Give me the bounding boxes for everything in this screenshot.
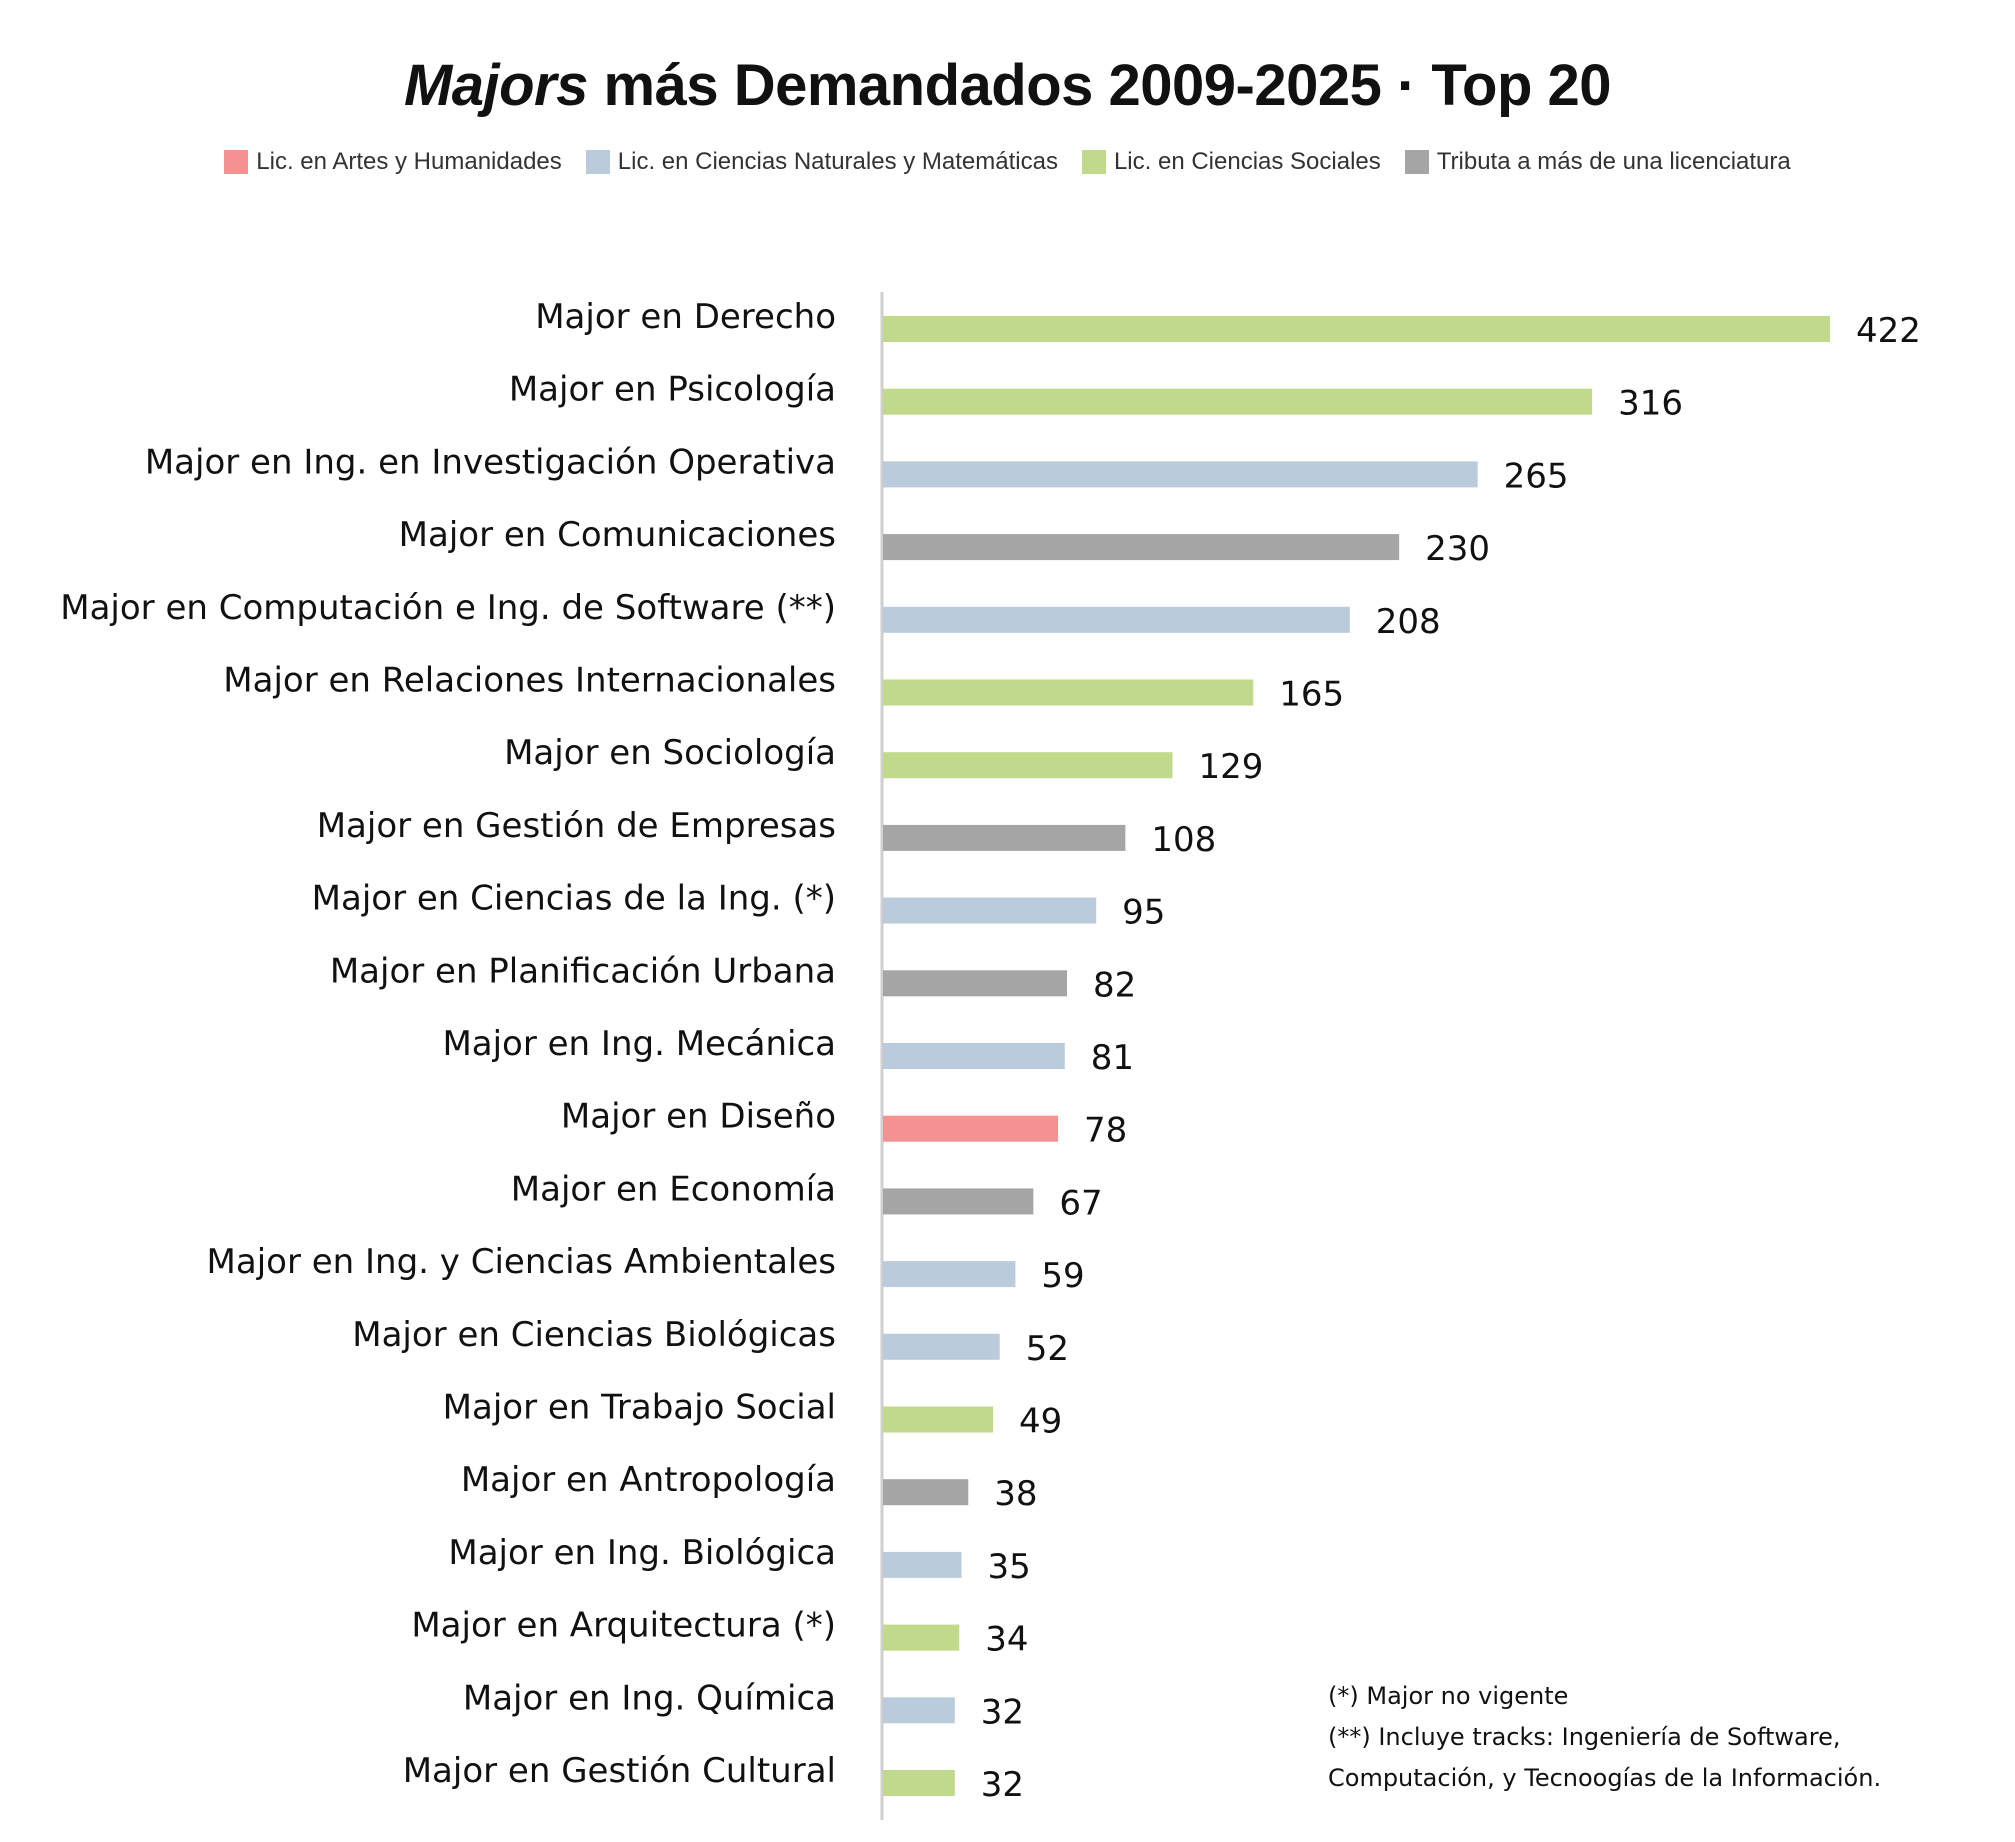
legend-swatch-artes	[224, 150, 249, 174]
category-label-major-en-ciencias-de-la-ing: Major en Ciencias de la Ing. (*)	[312, 879, 836, 919]
bar-major-en-computacion-e-ing-de-software	[883, 606, 1350, 633]
bar-major-en-planificacion-urbana	[883, 970, 1068, 997]
value-label-major-en-ing-mecanica: 81	[1091, 1038, 1134, 1078]
legend-label-multiple: Tributa a más de una licenciatura	[1436, 148, 1791, 175]
bar-major-en-antropologia	[883, 1479, 969, 1506]
category-label-major-en-gestion-cultural: Major en Gestión Cultural	[403, 1751, 836, 1791]
footnote-2: (**) Incluye tracks: Ingeniería de Softw…	[1328, 1723, 1841, 1751]
bars-group: Major en Derecho 422 Major en Psicología 31…	[60, 297, 1921, 1805]
value-label-major-en-economia: 67	[1059, 1183, 1102, 1223]
value-label-major-en-computacion-e-ing-de-software: 208	[1376, 602, 1441, 642]
footnote-3: Computación, y Tecnoogías de la Informac…	[1328, 1764, 1882, 1792]
value-label-major-en-psicologia: 316	[1618, 384, 1683, 424]
legend: Lic. en Artes y Humanidades Lic. en Cien…	[0, 148, 2015, 176]
category-label-major-en-ing-mecanica: Major en Ing. Mecánica	[442, 1024, 836, 1064]
bar-major-en-ing-quimica	[883, 1697, 955, 1724]
footnote-1: (*) Major no vigente	[1328, 1682, 1569, 1710]
bar-major-en-comunicaciones	[883, 534, 1400, 561]
legend-label-artes: Lic. en Artes y Humanidades	[256, 148, 562, 175]
bar-major-en-relaciones-internacionales	[883, 679, 1254, 706]
title-rest: más Demandados 2009-2025 · Top 20	[587, 53, 1612, 118]
bar-major-en-psicologia	[883, 388, 1593, 415]
bar-major-en-ing-y-ciencias-ambientales	[883, 1261, 1016, 1288]
value-label-major-en-ing-y-ciencias-ambientales: 59	[1041, 1256, 1084, 1296]
bar-major-en-ciencias-biologicas	[883, 1333, 1000, 1360]
category-label-major-en-trabajo-social: Major en Trabajo Social	[443, 1388, 836, 1428]
value-label-major-en-arquitectura: 34	[985, 1620, 1028, 1660]
value-label-major-en-ing-quimica: 32	[981, 1692, 1024, 1732]
category-label-major-en-computacion-e-ing-de-software: Major en Computación e Ing. de Software …	[60, 588, 836, 628]
value-label-major-en-gestion-de-empresas: 108	[1151, 820, 1216, 860]
category-label-major-en-psicologia: Major en Psicología	[509, 370, 836, 410]
title-italic: Majors	[403, 53, 588, 118]
bar-major-en-ing-en-investigacion-operativa	[883, 461, 1478, 488]
legend-label-ciencias-sociales: Lic. en Ciencias Sociales	[1113, 148, 1381, 175]
bar-major-en-trabajo-social	[883, 1406, 993, 1433]
category-label-major-en-ing-biologica: Major en Ing. Biológica	[448, 1533, 836, 1573]
category-label-major-en-ing-en-investigacion-operativa: Major en Ing. en Investigación Operativa	[145, 442, 836, 482]
bar-major-en-arquitectura	[883, 1624, 960, 1651]
value-label-major-en-antropologia: 38	[994, 1474, 1037, 1514]
value-label-major-en-diseno: 78	[1084, 1111, 1127, 1151]
bar-major-en-gestion-cultural	[883, 1770, 955, 1796]
category-label-major-en-ing-y-ciencias-ambientales: Major en Ing. y Ciencias Ambientales	[207, 1242, 836, 1282]
value-label-major-en-sociologia: 129	[1198, 747, 1263, 787]
bar-major-en-derecho	[883, 316, 1830, 342]
value-label-major-en-relaciones-internacionales: 165	[1279, 675, 1344, 715]
footnotes: (*) Major no vigente (**) Incluye tracks…	[1328, 1676, 1881, 1799]
value-label-major-en-comunicaciones: 230	[1425, 529, 1490, 569]
legend-item-artes: Lic. en Artes y Humanidades	[224, 148, 562, 176]
value-label-major-en-ing-en-investigacion-operativa: 265	[1504, 456, 1569, 496]
bar-major-en-gestion-de-empresas	[883, 824, 1126, 851]
legend-item-ciencias-sociales: Lic. en Ciencias Sociales	[1081, 148, 1381, 176]
value-label-major-en-ing-biologica: 35	[988, 1547, 1031, 1587]
category-label-major-en-relaciones-internacionales: Major en Relaciones Internacionales	[223, 661, 836, 701]
value-label-major-en-planificacion-urbana: 82	[1093, 965, 1136, 1005]
category-label-major-en-planificacion-urbana: Major en Planificación Urbana	[330, 951, 836, 991]
value-label-major-en-derecho: 422	[1856, 311, 1921, 351]
bar-major-en-ciencias-de-la-ing	[883, 897, 1097, 924]
bar-major-en-economia	[883, 1188, 1034, 1215]
legend-swatch-ciencias-naturales	[585, 150, 610, 174]
category-label-major-en-gestion-de-empresas: Major en Gestión de Empresas	[317, 806, 836, 846]
category-label-major-en-sociologia: Major en Sociología	[504, 733, 836, 773]
value-label-major-en-trabajo-social: 49	[1019, 1402, 1062, 1442]
bar-major-en-ing-biologica	[883, 1551, 962, 1578]
legend-swatch-ciencias-sociales	[1081, 150, 1106, 174]
chart-title: Majors más Demandados 2009-2025 · Top 20	[0, 52, 2015, 119]
category-label-major-en-ciencias-biologicas: Major en Ciencias Biológicas	[352, 1315, 836, 1355]
bar-major-en-sociologia	[883, 752, 1173, 779]
category-label-major-en-arquitectura: Major en Arquitectura (*)	[411, 1606, 836, 1646]
category-label-major-en-comunicaciones: Major en Comunicaciones	[399, 515, 836, 555]
value-label-major-en-ciencias-de-la-ing: 95	[1122, 893, 1165, 933]
value-label-major-en-gestion-cultural: 32	[981, 1765, 1024, 1805]
category-label-major-en-economia: Major en Economía	[511, 1169, 836, 1209]
category-label-major-en-derecho: Major en Derecho	[535, 297, 836, 337]
bar-major-en-ing-mecanica	[883, 1043, 1065, 1069]
legend-item-ciencias-naturales: Lic. en Ciencias Naturales y Matemáticas	[585, 148, 1058, 176]
legend-label-ciencias-naturales: Lic. en Ciencias Naturales y Matemáticas	[617, 148, 1058, 175]
category-label-major-en-antropologia: Major en Antropología	[461, 1460, 836, 1500]
value-label-major-en-ciencias-biologicas: 52	[1026, 1329, 1069, 1369]
category-label-major-en-ing-quimica: Major en Ing. Química	[463, 1678, 836, 1718]
legend-swatch-multiple	[1404, 150, 1429, 174]
bar-major-en-diseno	[883, 1115, 1059, 1142]
category-label-major-en-diseno: Major en Diseño	[561, 1097, 836, 1137]
legend-item-multiple: Tributa a más de una licenciatura	[1404, 148, 1791, 176]
